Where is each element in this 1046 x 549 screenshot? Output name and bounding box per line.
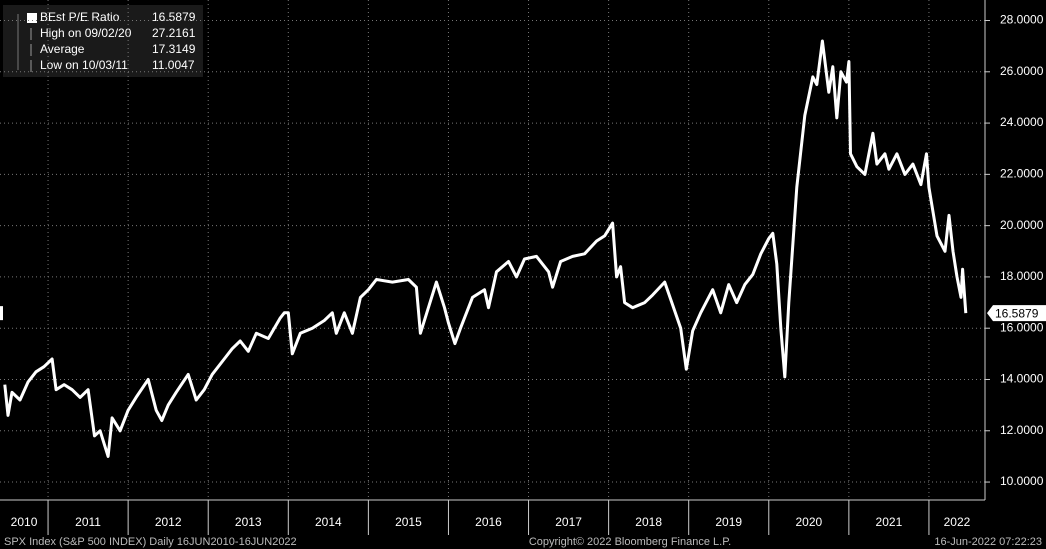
y-tick-label: 20.0000 [1000,218,1044,232]
last-value-label: 16.5879 [995,306,1039,320]
series-line [3,39,968,458]
x-tick-label: 2010 [11,515,38,529]
x-tick-label: 2012 [155,515,182,529]
footer-center: Copyright© 2022 Bloomberg Finance L.P. [529,536,731,548]
legend-swatch [27,13,37,23]
x-tick-label: 2019 [715,515,742,529]
x-tick-label: 2011 [75,515,101,529]
legend-value: 11.0047 [152,58,195,72]
legend-label: BEst P/E Ratio [40,10,120,24]
y-tick-label: 26.0000 [1000,64,1044,78]
x-tick-label: 2021 [876,515,903,529]
y-tick-label: 10.0000 [1000,474,1044,488]
x-tick-label: 2018 [635,515,662,529]
y-tick-label: 22.0000 [1000,167,1044,181]
legend-value: 27.2161 [152,26,196,40]
y-tick-label: 14.0000 [1000,372,1044,386]
last-value-marker [0,306,3,321]
last-value-tag [987,305,1046,322]
legend-label: Low on 10/03/11 [40,58,128,72]
y-tick-label: 18.0000 [1000,269,1044,283]
x-tick-label: 2013 [235,515,262,529]
legend-value: 17.3149 [152,42,196,56]
x-tick-label: 2016 [475,515,502,529]
y-tick-label: 12.0000 [1000,423,1044,437]
x-tick-label: 2020 [795,515,822,529]
y-tick-label: 28.0000 [1000,13,1044,27]
y-tick-label: 24.0000 [1000,115,1044,129]
footer-left: SPX Index (S&P 500 INDEX) Daily 16JUN201… [4,536,297,548]
x-tick-label: 2014 [315,515,342,529]
y-tick-label: 16.0000 [1000,320,1044,334]
legend-label: High on 09/02/20 [40,26,132,40]
x-tick-label: 2015 [395,515,422,529]
x-tick-label: 2022 [944,515,971,529]
legend-label: Average [40,42,85,56]
legend-value: 16.5879 [152,10,196,24]
x-tick-label: 2017 [555,515,582,529]
legend: BEst P/E Ratio 16.5879 High on 09/02/20 27.… [3,5,203,77]
footer-right: 16-Jun-2022 07:22:23 [934,536,1042,548]
